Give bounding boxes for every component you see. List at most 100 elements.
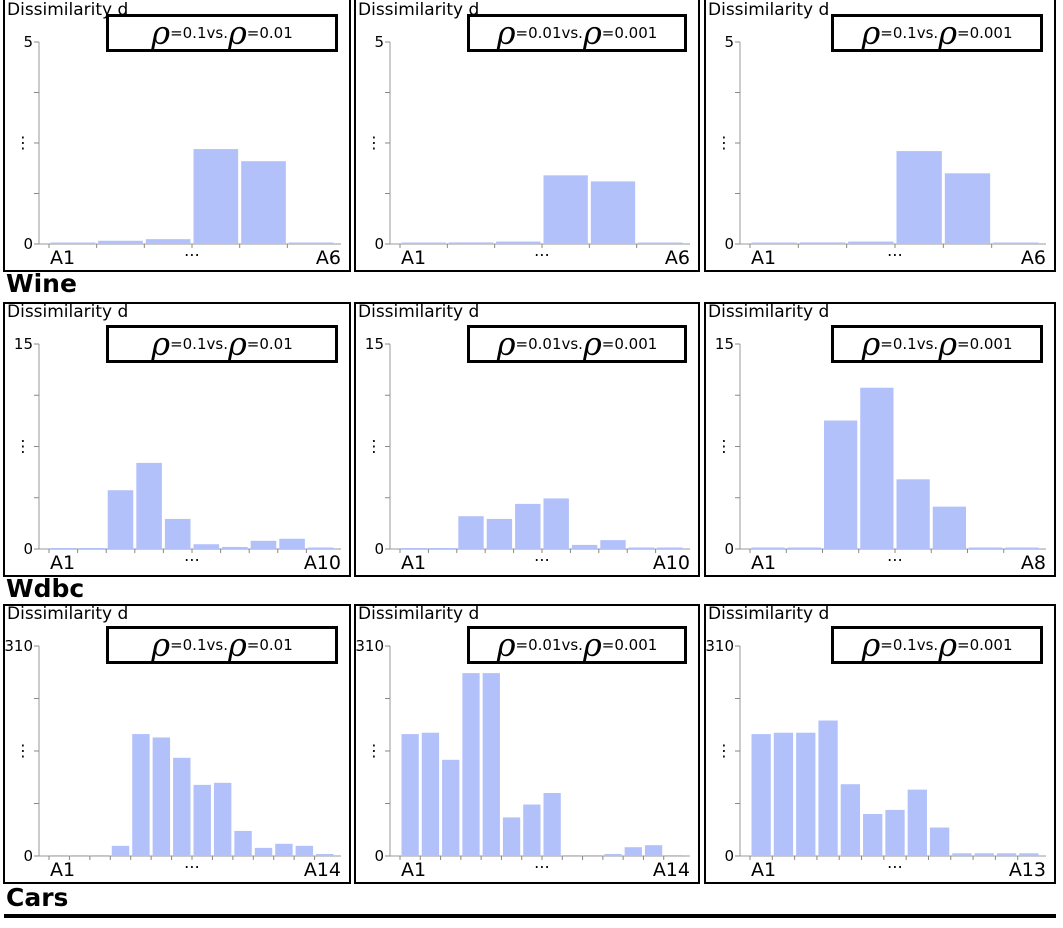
- bar-chart: 0 15 ⋮ A1 A8 ⋯: [715, 335, 1046, 574]
- rho-symbol: ρ: [496, 626, 516, 664]
- rho-symbol: ρ: [861, 626, 881, 664]
- bar: [848, 241, 894, 244]
- legend: ρ =0.1 vs. ρ =0.001: [831, 14, 1043, 52]
- rho-symbol: ρ: [151, 325, 171, 363]
- bar: [193, 544, 220, 549]
- y-axis-label: Dissimilarity d: [358, 0, 480, 20]
- bar: [523, 804, 541, 856]
- legend-value-b: =0.001: [601, 335, 658, 353]
- bar: [628, 547, 655, 549]
- legend-vs-text: vs.: [916, 636, 939, 654]
- bar: [1019, 853, 1039, 856]
- bar: [787, 547, 821, 549]
- bar: [932, 506, 966, 549]
- bar: [773, 732, 794, 856]
- legend-vs-text: vs.: [206, 636, 228, 654]
- bar-chart: 0 310 ⋮ A1 A14 ⋯: [356, 637, 690, 881]
- bar: [496, 241, 541, 244]
- legend: ρ =0.01 vs. ρ =0.001: [467, 325, 687, 363]
- bar-chart: 0 310 ⋮ A1 A13 ⋯: [706, 637, 1046, 881]
- x-axis-ellipsis: ⋯: [534, 550, 550, 569]
- y-axis-label: Dissimilarity d: [7, 302, 129, 322]
- bar: [136, 462, 162, 549]
- x-tick-label-last: A14: [304, 859, 341, 881]
- bar: [429, 548, 456, 549]
- bar: [896, 479, 930, 549]
- bar: [79, 548, 105, 549]
- bar-chart: 0 5 ⋮ A1 A6 ⋯: [15, 33, 341, 269]
- rho-symbol: ρ: [582, 626, 602, 664]
- legend-vs-text: vs.: [561, 335, 583, 353]
- x-axis-ellipsis: ⋯: [887, 245, 903, 264]
- bar: [543, 793, 561, 856]
- legend: ρ =0.1 vs. ρ =0.01: [106, 626, 338, 664]
- bar: [860, 387, 894, 549]
- chart-panel: Dissimilarity d ρ =0.01 vs. ρ =0.001 0 310 ⋮ A1 A…: [354, 604, 700, 884]
- bar: [193, 784, 211, 856]
- y-axis-label: Dissimilarity d: [7, 0, 129, 20]
- bar: [50, 242, 96, 244]
- bar: [164, 518, 191, 549]
- bar: [275, 843, 293, 856]
- legend: ρ =0.1 vs. ρ =0.01: [106, 325, 338, 363]
- group-title-wdbc: Wdbc: [6, 574, 85, 603]
- bar: [993, 242, 1039, 244]
- y-tick-label-min: 0: [724, 235, 734, 253]
- chart-panel: Dissimilarity d ρ =0.1 vs. ρ =0.01 0 15 ⋮ A1 A10 ⋯: [3, 302, 351, 577]
- x-tick-label-last: A6: [316, 247, 341, 269]
- y-axis-ellipsis: ⋮: [716, 133, 732, 152]
- bar: [571, 544, 598, 549]
- chart-panel: Dissimilarity d ρ =0.1 vs. ρ =0.001 0 5 ⋮ A1 A6 ⋯: [704, 0, 1056, 272]
- bar: [50, 548, 77, 549]
- y-axis-ellipsis: ⋮: [15, 741, 31, 760]
- y-axis-label: Dissimilarity d: [358, 302, 480, 322]
- chart-panel: Dissimilarity d ρ =0.1 vs. ρ =0.001 0 310 ⋮ A1 A1…: [704, 604, 1056, 884]
- y-tick-label-max: 5: [374, 33, 384, 51]
- bar: [657, 547, 683, 549]
- legend-value-b: =0.001: [957, 335, 1013, 353]
- bar-chart: 0 310 ⋮ A1 A14 ⋯: [5, 637, 341, 881]
- bar: [824, 420, 858, 549]
- x-axis-ellipsis: ⋯: [184, 550, 200, 569]
- y-axis-ellipsis: ⋮: [366, 741, 382, 760]
- legend-value-a: =0.1: [880, 335, 917, 353]
- legend: ρ =0.01 vs. ρ =0.001: [467, 626, 687, 664]
- x-tick-label-first: A1: [50, 859, 75, 881]
- x-tick-label-first: A1: [751, 552, 776, 574]
- x-tick-label-last: A10: [653, 552, 690, 574]
- bar: [91, 855, 109, 856]
- bar: [241, 161, 286, 244]
- legend-vs-text: vs.: [916, 335, 939, 353]
- y-axis-ellipsis: ⋮: [366, 437, 382, 456]
- bar: [1005, 547, 1039, 549]
- legend-value-b: =0.001: [601, 24, 658, 42]
- legend-value-b: =0.001: [957, 24, 1013, 42]
- x-axis-ellipsis: ⋯: [887, 857, 903, 876]
- bar: [796, 732, 816, 856]
- bar: [974, 853, 994, 856]
- y-tick-label-max: 310: [356, 637, 384, 655]
- bar: [907, 789, 927, 856]
- bar-chart: 0 5 ⋮ A1 A6 ⋯: [366, 33, 690, 269]
- y-axis-label: Dissimilarity d: [708, 604, 830, 624]
- bar: [502, 817, 521, 856]
- legend-value-a: =0.1: [880, 24, 917, 42]
- bar: [279, 538, 305, 549]
- x-axis-ellipsis: ⋯: [887, 550, 903, 569]
- rho-symbol: ρ: [496, 14, 516, 52]
- group-title-wine: Wine: [6, 269, 77, 298]
- bar: [401, 548, 427, 549]
- y-tick-label-min: 0: [374, 235, 384, 253]
- legend-value-a: =0.1: [170, 636, 207, 654]
- rho-symbol: ρ: [938, 325, 957, 363]
- rho-symbol: ρ: [938, 14, 957, 52]
- x-axis-ellipsis: ⋯: [534, 857, 550, 876]
- bar: [448, 242, 494, 244]
- y-axis-label: Dissimilarity d: [358, 604, 480, 624]
- bar: [543, 175, 588, 244]
- legend-vs-text: vs.: [561, 24, 583, 42]
- bar: [295, 845, 314, 856]
- legend: ρ =0.1 vs. ρ =0.001: [831, 626, 1043, 664]
- bar: [952, 853, 972, 856]
- bar: [969, 547, 1003, 549]
